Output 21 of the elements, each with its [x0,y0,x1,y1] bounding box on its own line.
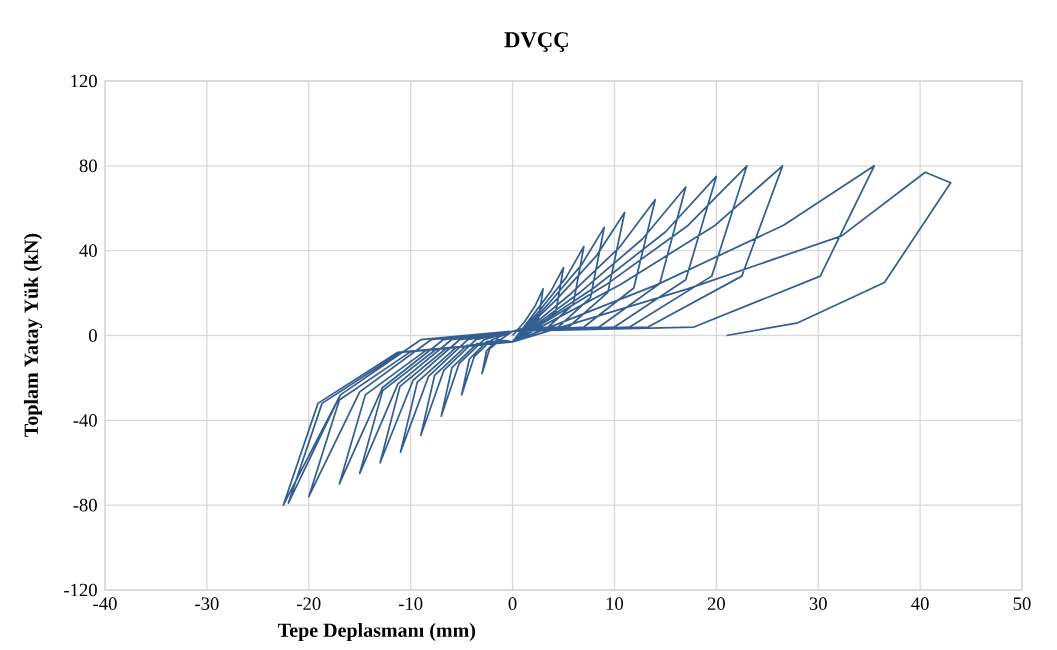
x-tick-label: -30 [195,597,219,610]
x-tick-label: -20 [297,597,321,610]
y-tick-label: 40 [79,244,97,257]
x-tick-label: -40 [93,597,117,610]
y-axis-title: Toplam Yatay Yük (kN) [23,233,43,437]
chart-title: DVÇÇ [504,32,568,52]
y-tick-label: -120 [64,583,97,597]
y-tick-label: 120 [71,74,97,88]
line-series [282,164,952,507]
y-tick-label: 80 [79,159,97,173]
x-tick-label: 10 [606,597,624,610]
y-tick-label: -80 [73,498,97,512]
y-tick-label: 0 [89,329,97,342]
x-tick-label: 0 [508,597,517,610]
x-tick-label: 50 [1013,597,1031,610]
x-tick-label: -10 [398,597,423,610]
x-tick-label: 30 [809,597,827,610]
x-axis-title: Tepe Deplasmanı (mm) [278,622,476,642]
y-tick-label: -40 [73,414,97,427]
x-tick-label: 20 [707,597,725,610]
x-tick-label: 40 [911,597,929,610]
